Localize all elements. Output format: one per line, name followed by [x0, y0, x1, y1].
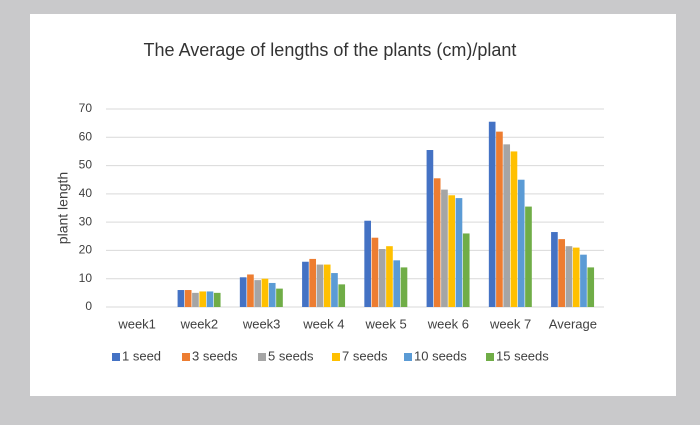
bar — [309, 258, 317, 307]
bar — [488, 121, 496, 307]
x-tick-label: week 6 — [427, 316, 469, 331]
legend-swatch — [486, 353, 494, 361]
bar — [323, 264, 331, 307]
y-tick-label: 0 — [85, 299, 92, 313]
bar — [331, 273, 338, 307]
x-tick-label: week 7 — [489, 316, 531, 331]
bar — [558, 239, 566, 307]
legend-swatch — [332, 353, 340, 361]
bar — [517, 179, 525, 307]
bar — [302, 261, 309, 307]
bar — [386, 246, 393, 307]
legend-swatch — [182, 353, 190, 361]
bar — [551, 232, 558, 307]
bar — [462, 233, 470, 307]
bar — [177, 290, 185, 307]
bar — [247, 274, 254, 307]
bar — [254, 280, 262, 307]
legend-swatch — [404, 353, 412, 361]
bar — [426, 150, 434, 307]
bar — [239, 277, 247, 307]
y-tick-label: 20 — [79, 243, 93, 257]
legend-swatch — [112, 353, 120, 361]
x-tick-label: week1 — [117, 316, 156, 331]
bar — [565, 246, 573, 307]
bar — [580, 254, 587, 307]
bar — [433, 178, 441, 307]
legend-label: 10 seeds — [414, 348, 467, 363]
bar — [441, 189, 448, 307]
bar — [316, 264, 324, 307]
bar — [371, 237, 379, 307]
y-tick-label: 70 — [79, 101, 93, 115]
bar — [525, 206, 532, 307]
bar — [400, 267, 408, 307]
bar — [496, 131, 503, 307]
bar — [364, 220, 371, 307]
y-tick-label: 10 — [79, 271, 93, 285]
y-tick-label: 50 — [79, 158, 93, 172]
bar — [338, 284, 346, 307]
bar — [206, 291, 214, 307]
chart-title: The Average of lengths of the plants (cm… — [144, 40, 517, 60]
y-tick-label: 60 — [79, 129, 93, 143]
legend-label: 1 seed — [122, 348, 161, 363]
legend-label: 5 seeds — [268, 348, 314, 363]
bar — [276, 288, 283, 307]
y-tick-label: 30 — [79, 214, 93, 228]
bar — [261, 278, 269, 307]
bar — [378, 249, 386, 307]
x-tick-label: week2 — [180, 316, 219, 331]
y-axis-label: plant length — [55, 172, 71, 244]
chart-card — [30, 14, 676, 396]
legend-swatch — [258, 353, 266, 361]
bar — [455, 198, 463, 307]
legend-label: 15 seeds — [496, 348, 549, 363]
bar — [184, 290, 192, 307]
bar — [572, 247, 580, 307]
x-tick-label: week 4 — [302, 316, 344, 331]
bar — [268, 282, 276, 307]
bar — [213, 292, 221, 307]
legend-label: 7 seeds — [342, 348, 388, 363]
bar — [448, 195, 456, 307]
y-tick-label: 40 — [79, 186, 93, 200]
x-tick-label: week3 — [242, 316, 281, 331]
x-tick-label: week 5 — [365, 316, 407, 331]
x-tick-label: Average — [549, 316, 597, 331]
bar — [587, 267, 595, 307]
bar — [393, 260, 401, 307]
bar — [510, 151, 518, 307]
legend-label: 3 seeds — [192, 348, 238, 363]
bar — [199, 291, 207, 307]
bar — [192, 292, 199, 307]
bar — [503, 144, 511, 307]
